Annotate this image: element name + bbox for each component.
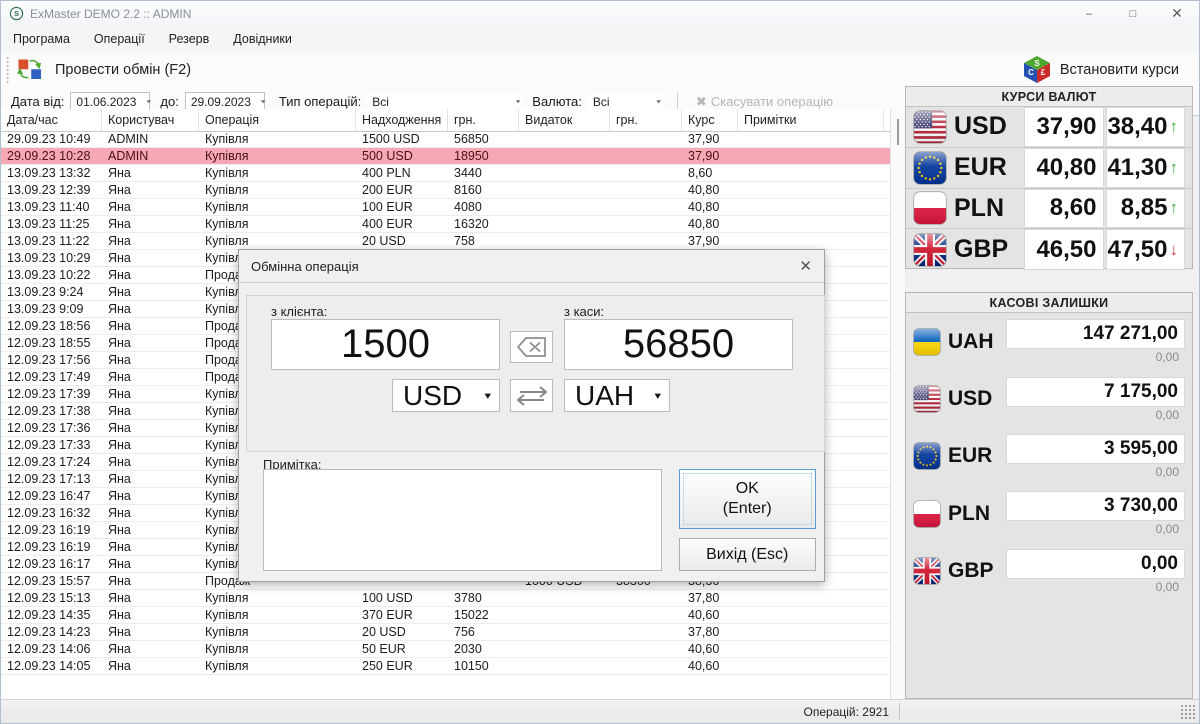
svg-text:S: S bbox=[14, 9, 19, 18]
svg-text:£: £ bbox=[1041, 68, 1046, 77]
svg-text:S: S bbox=[1034, 59, 1040, 68]
svg-text:C: C bbox=[1028, 68, 1034, 77]
